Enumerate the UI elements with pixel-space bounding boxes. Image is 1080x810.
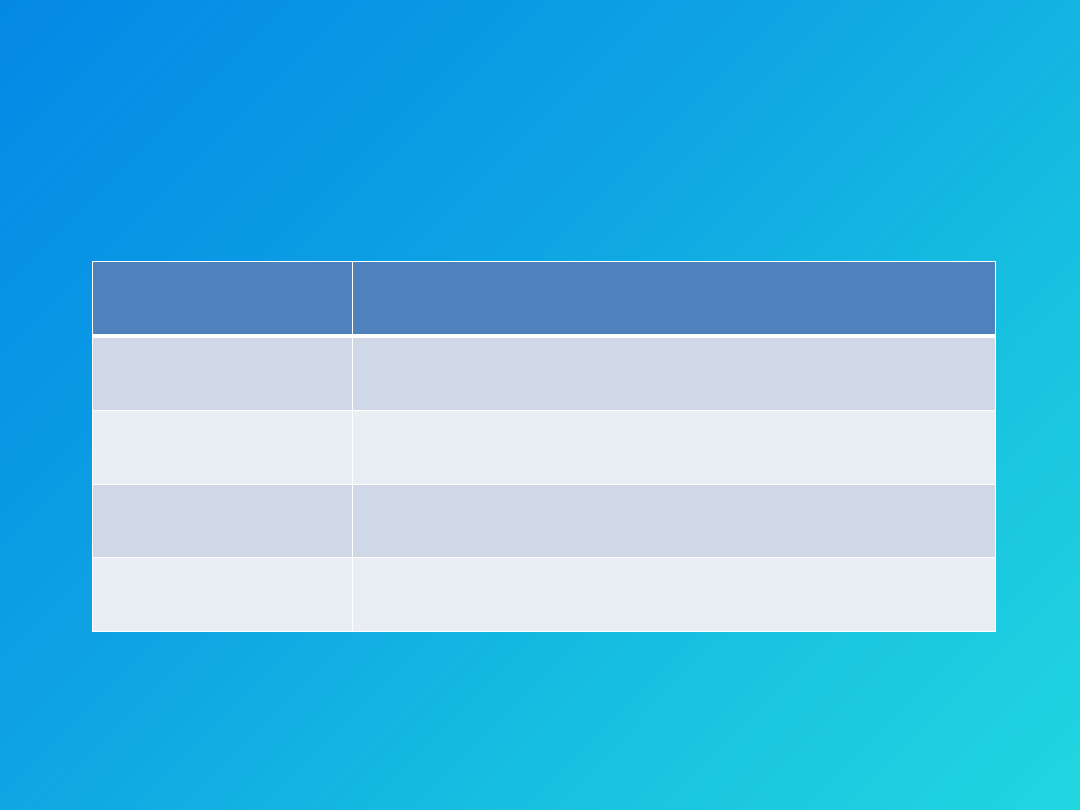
table-cell — [352, 335, 996, 411]
table-row — [92, 484, 996, 558]
table-cell — [352, 557, 996, 632]
table-cell — [92, 557, 353, 632]
table-row — [92, 557, 996, 632]
header-cell — [92, 261, 353, 338]
content-table — [92, 261, 996, 632]
table-header-row — [92, 261, 996, 338]
header-cell — [352, 261, 996, 338]
table-cell — [92, 484, 353, 558]
table-cell — [352, 484, 996, 558]
table-cell — [92, 410, 353, 485]
table-row — [92, 335, 996, 411]
table-row — [92, 410, 996, 485]
table-cell — [92, 335, 353, 411]
table-cell — [352, 410, 996, 485]
